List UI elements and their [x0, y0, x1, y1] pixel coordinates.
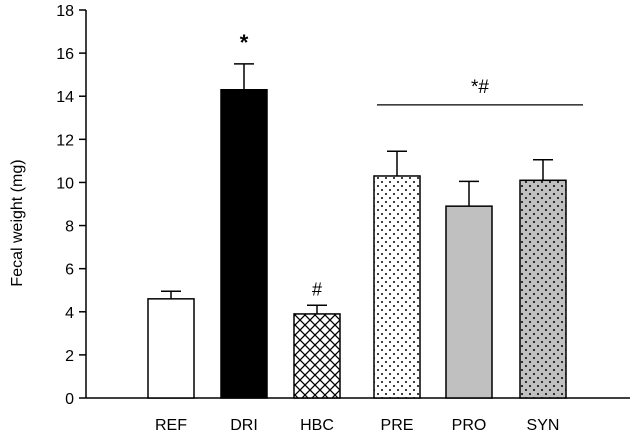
y-tick-label: 16	[56, 46, 74, 63]
y-tick-label: 8	[65, 219, 74, 236]
significance-marker-group: *#	[471, 77, 489, 98]
bar-hbc	[293, 313, 341, 399]
bar-dri	[220, 89, 268, 399]
x-tick-label-pre: PRE	[381, 417, 414, 434]
y-tick-label: 14	[56, 89, 74, 106]
x-tick-labels: REF DRI HBC PRE PRO SYN	[155, 417, 559, 434]
y-tick-label: 0	[65, 391, 74, 408]
x-tick-label-pro: PRO	[452, 417, 487, 434]
significance-marker-dri: *	[240, 30, 249, 55]
bar-ref	[147, 298, 195, 399]
bar-pre	[373, 175, 421, 399]
y-tick-label: 6	[65, 262, 74, 279]
x-tick-label-ref: REF	[155, 417, 187, 434]
y-tick-label: 2	[65, 348, 74, 365]
y-tick-label: 12	[56, 132, 74, 149]
x-tick-label-dri: DRI	[230, 417, 258, 434]
x-tick-label-syn: SYN	[527, 417, 560, 434]
significance-marker-hbc: #	[312, 279, 322, 299]
y-tick-label: 18	[56, 3, 74, 20]
annotations: *#*#	[240, 30, 583, 299]
y-axis-label: Fecal weight (mg)	[9, 159, 26, 286]
y-ticks: 0 2 4 6 8 10 12 14 16 18	[56, 3, 86, 408]
x-tick-label-hbc: HBC	[300, 417, 334, 434]
bars	[147, 63, 567, 399]
bar-pro	[445, 205, 493, 399]
y-tick-label: 10	[56, 175, 74, 192]
bar-syn	[519, 179, 567, 399]
y-tick-label: 4	[65, 305, 74, 322]
